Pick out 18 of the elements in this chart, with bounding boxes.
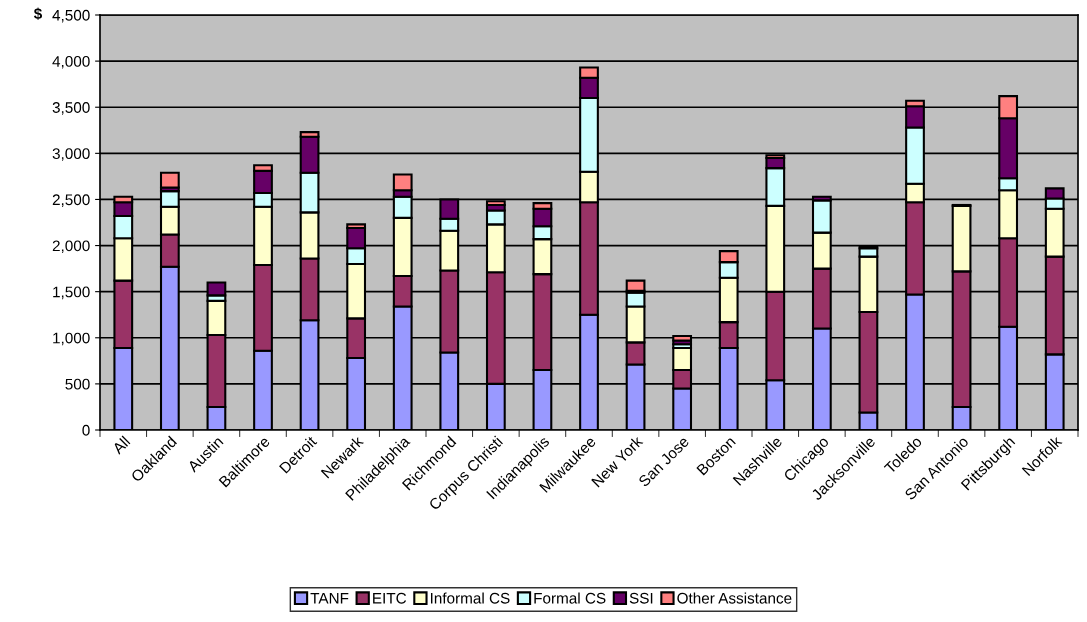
legend-label: TANF — [310, 592, 349, 604]
x-tick-label: All — [111, 435, 131, 455]
y-tick-label: 500 — [65, 378, 90, 390]
legend-label: Other Assistance — [677, 592, 792, 604]
y-tick-label: 3,000 — [52, 148, 90, 161]
legend-label: Informal CS — [430, 592, 510, 604]
legend-label: Formal CS — [534, 592, 606, 604]
y-tick-label: 2,500 — [52, 194, 90, 207]
y-tick-label: 4,000 — [52, 55, 90, 69]
y-tick-label: 2,000 — [52, 240, 90, 254]
y-axis-title: $ — [33, 7, 43, 21]
y-tick-label: 3,500 — [52, 102, 90, 115]
y-tick-label: 1,000 — [53, 332, 90, 346]
y-tick-label: 0 — [82, 424, 90, 436]
legend-label: SSI — [629, 592, 653, 604]
y-tick-label: 4,500 — [52, 9, 90, 23]
y-tick-label: 1,500 — [53, 286, 90, 300]
legend-label: EITC — [373, 592, 407, 604]
